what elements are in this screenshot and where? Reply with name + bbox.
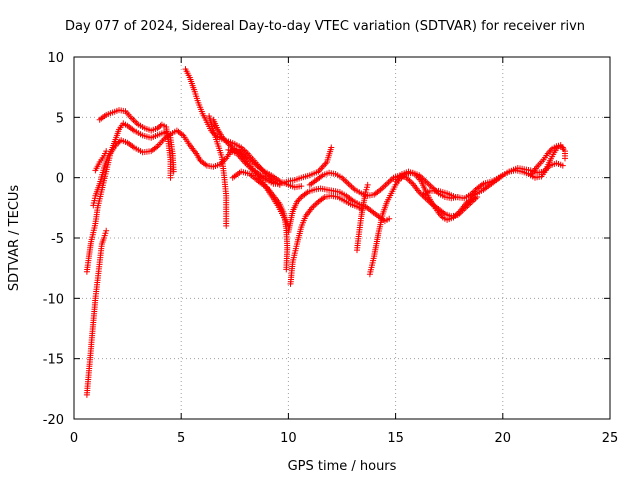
data-series: [83, 66, 568, 398]
series-markers: [206, 113, 230, 229]
series-markers: [392, 168, 478, 223]
y-tick-label: 10: [47, 51, 64, 66]
series-arc-6: [182, 66, 283, 188]
x-tick-label: 0: [70, 431, 78, 446]
series-markers: [287, 192, 365, 287]
chart-title: Day 077 of 2024, Sidereal Day-to-day VTE…: [65, 19, 585, 34]
x-tick-label: 5: [177, 431, 185, 446]
series-markers: [92, 148, 110, 174]
y-tick-label: 0: [56, 172, 64, 187]
series-markers: [527, 142, 568, 179]
y-tick-label: 5: [56, 111, 64, 126]
series-arc-18: [467, 143, 566, 200]
series-markers: [225, 146, 292, 229]
x-tick-label: 10: [280, 431, 297, 446]
y-tick-label: -20: [43, 413, 64, 428]
series-arc-4: [92, 148, 110, 174]
y-tick-label: -10: [43, 292, 64, 307]
series-markers: [354, 181, 371, 254]
x-axis-label: GPS time / hours: [288, 459, 397, 474]
x-tick-label: 25: [602, 431, 619, 446]
series-markers: [96, 107, 174, 181]
series-line: [185, 68, 281, 186]
grid: [74, 57, 610, 419]
series-arc-2: [83, 120, 177, 275]
y-tick-label: -5: [51, 232, 64, 247]
series-line: [232, 171, 288, 270]
y-tick-label: -15: [43, 353, 64, 368]
axis-ticks: 0 5 10 15 20 25 -20 -15 -10 -5 0 5 10: [43, 51, 619, 446]
series-arc-12: [287, 192, 365, 287]
series-arc-1: [83, 227, 110, 398]
series-line: [290, 195, 362, 285]
series-markers: [182, 66, 283, 188]
series-arc-8: [206, 113, 230, 229]
series-markers: [83, 120, 177, 275]
x-tick-label: 20: [495, 431, 512, 446]
y-axis-label: SDTVAR / TECUs: [7, 185, 22, 292]
series-arc-5: [96, 107, 174, 181]
series-arc-10: [225, 146, 292, 229]
plot-frame: [73, 56, 611, 420]
series-markers: [83, 227, 110, 398]
series-arc-16: [392, 168, 478, 223]
series-arc-14: [354, 181, 371, 254]
series-arc-19: [527, 142, 568, 179]
series-markers: [467, 143, 566, 200]
x-tick-label: 15: [387, 431, 404, 446]
